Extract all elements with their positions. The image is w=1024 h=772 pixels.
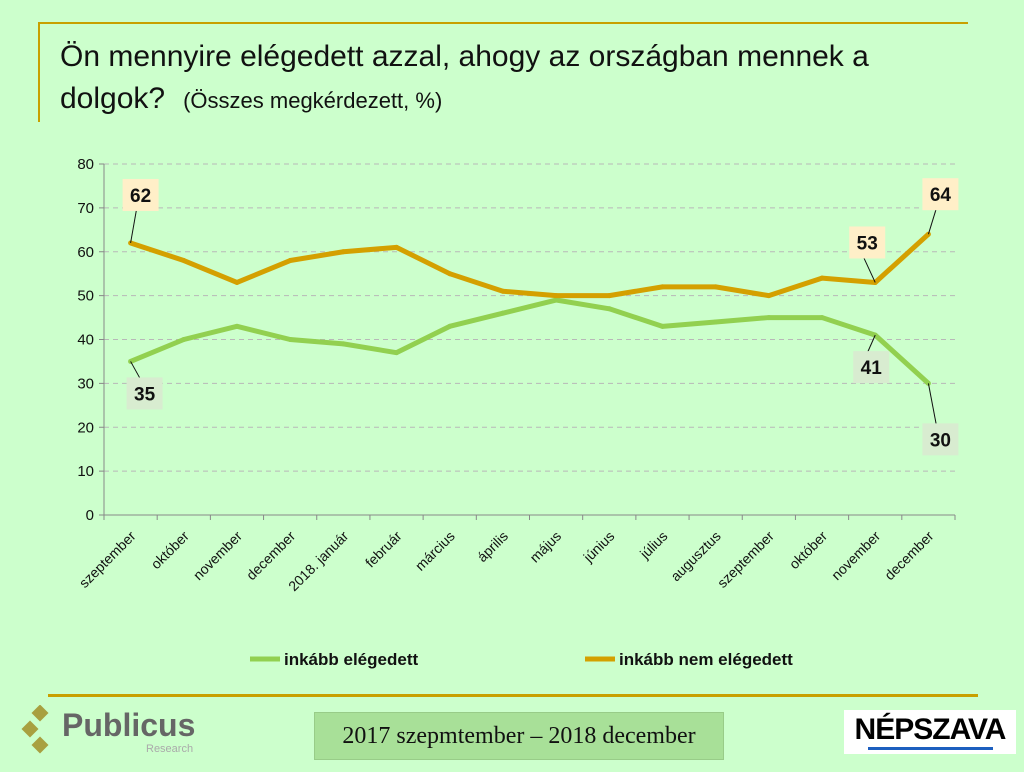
annotation-box xyxy=(849,226,886,259)
x-tick-label: augusztus xyxy=(667,528,723,584)
legend-label: inkább elégedett xyxy=(284,650,418,669)
annotation-box xyxy=(122,178,159,211)
data-point xyxy=(659,323,665,329)
x-tick-label: szeptember xyxy=(76,528,139,591)
data-point xyxy=(340,249,346,255)
data-point xyxy=(766,315,772,321)
annotation-box xyxy=(922,423,959,456)
annotation-leader xyxy=(866,334,876,354)
data-point xyxy=(447,271,453,277)
nepszava-text: NÉPSZAVA xyxy=(854,713,1007,746)
bottom-rule xyxy=(48,694,978,697)
x-tick-label: október xyxy=(148,528,193,573)
y-tick-label: 80 xyxy=(77,156,94,173)
data-point xyxy=(553,297,559,303)
data-point xyxy=(234,323,240,329)
annotation-label: 53 xyxy=(857,233,878,254)
series-line-1 xyxy=(129,232,931,299)
annotation-leader xyxy=(927,208,937,235)
y-tick-label: 0 xyxy=(86,507,94,524)
data-point xyxy=(819,275,825,281)
annotation-leader xyxy=(130,361,142,380)
data-point xyxy=(713,284,719,290)
data-point xyxy=(447,323,453,329)
annotation-label: 30 xyxy=(930,430,951,451)
annotation-label: 62 xyxy=(130,186,151,207)
x-tick-label: december xyxy=(881,528,937,584)
period-label: 2017 szepmtember – 2018 december xyxy=(314,712,724,760)
data-point xyxy=(394,350,400,356)
annotation-leader xyxy=(927,383,937,426)
x-tick-label: június xyxy=(580,528,618,566)
y-tick-label: 20 xyxy=(77,419,94,436)
x-tick-label: december xyxy=(243,528,299,584)
annotation-leader xyxy=(130,208,138,244)
x-tick-label: szeptember xyxy=(714,528,777,591)
data-point xyxy=(766,293,772,299)
x-tick-label: október xyxy=(786,528,831,573)
annotation-box xyxy=(853,351,890,384)
annotation-label: 41 xyxy=(861,358,883,379)
x-tick-label: május xyxy=(526,528,564,566)
subtitle: (Összes megkérdezett, %) xyxy=(183,88,443,113)
nepszava-logo: NÉPSZAVA xyxy=(844,710,1016,754)
top-rule xyxy=(38,22,968,24)
data-point xyxy=(713,319,719,325)
data-point xyxy=(287,337,293,342)
logo-sub: Research xyxy=(146,743,194,755)
y-tick-label: 70 xyxy=(77,200,94,217)
annotation-label: 64 xyxy=(930,185,952,206)
logo-bar xyxy=(868,747,993,750)
annotation-box xyxy=(126,377,163,410)
series-line-0 xyxy=(129,297,931,386)
diamond-logo-icon xyxy=(21,705,49,754)
x-tick-label: február xyxy=(362,528,405,571)
y-tick-label: 30 xyxy=(77,375,94,392)
x-tick-label: november xyxy=(828,528,884,584)
annotation-leader xyxy=(862,256,876,283)
y-tick-label: 40 xyxy=(77,332,94,349)
x-tick-label: április xyxy=(474,528,511,565)
data-point xyxy=(606,306,612,312)
publicus-logo: Publicus Research xyxy=(20,705,200,757)
data-point xyxy=(606,293,612,299)
data-point xyxy=(500,288,506,294)
data-point xyxy=(659,284,665,290)
logo-name: Publicus xyxy=(62,707,196,743)
annotation-box xyxy=(922,178,959,211)
x-tick-label: március xyxy=(412,528,458,574)
y-tick-label: 60 xyxy=(77,244,94,261)
data-point xyxy=(553,293,559,299)
y-tick-label: 50 xyxy=(77,288,94,305)
data-point xyxy=(181,258,187,264)
data-point xyxy=(500,310,506,316)
data-point xyxy=(234,279,240,285)
data-point xyxy=(287,258,293,264)
chart-title: Ön mennyire elégedett azzal, ahogy az or… xyxy=(60,36,960,122)
x-tick-label: július xyxy=(636,528,671,563)
y-tick-label: 10 xyxy=(77,463,94,480)
x-tick-label: november xyxy=(190,528,246,584)
data-point xyxy=(181,337,187,342)
data-point xyxy=(394,244,400,250)
legend-label: inkább nem elégedett xyxy=(619,650,793,669)
annotation-label: 35 xyxy=(134,384,156,405)
data-point xyxy=(340,341,346,347)
title-rule xyxy=(38,22,40,122)
title-text: Ön mennyire elégedett azzal, ahogy az or… xyxy=(60,40,869,115)
data-point xyxy=(819,315,825,321)
